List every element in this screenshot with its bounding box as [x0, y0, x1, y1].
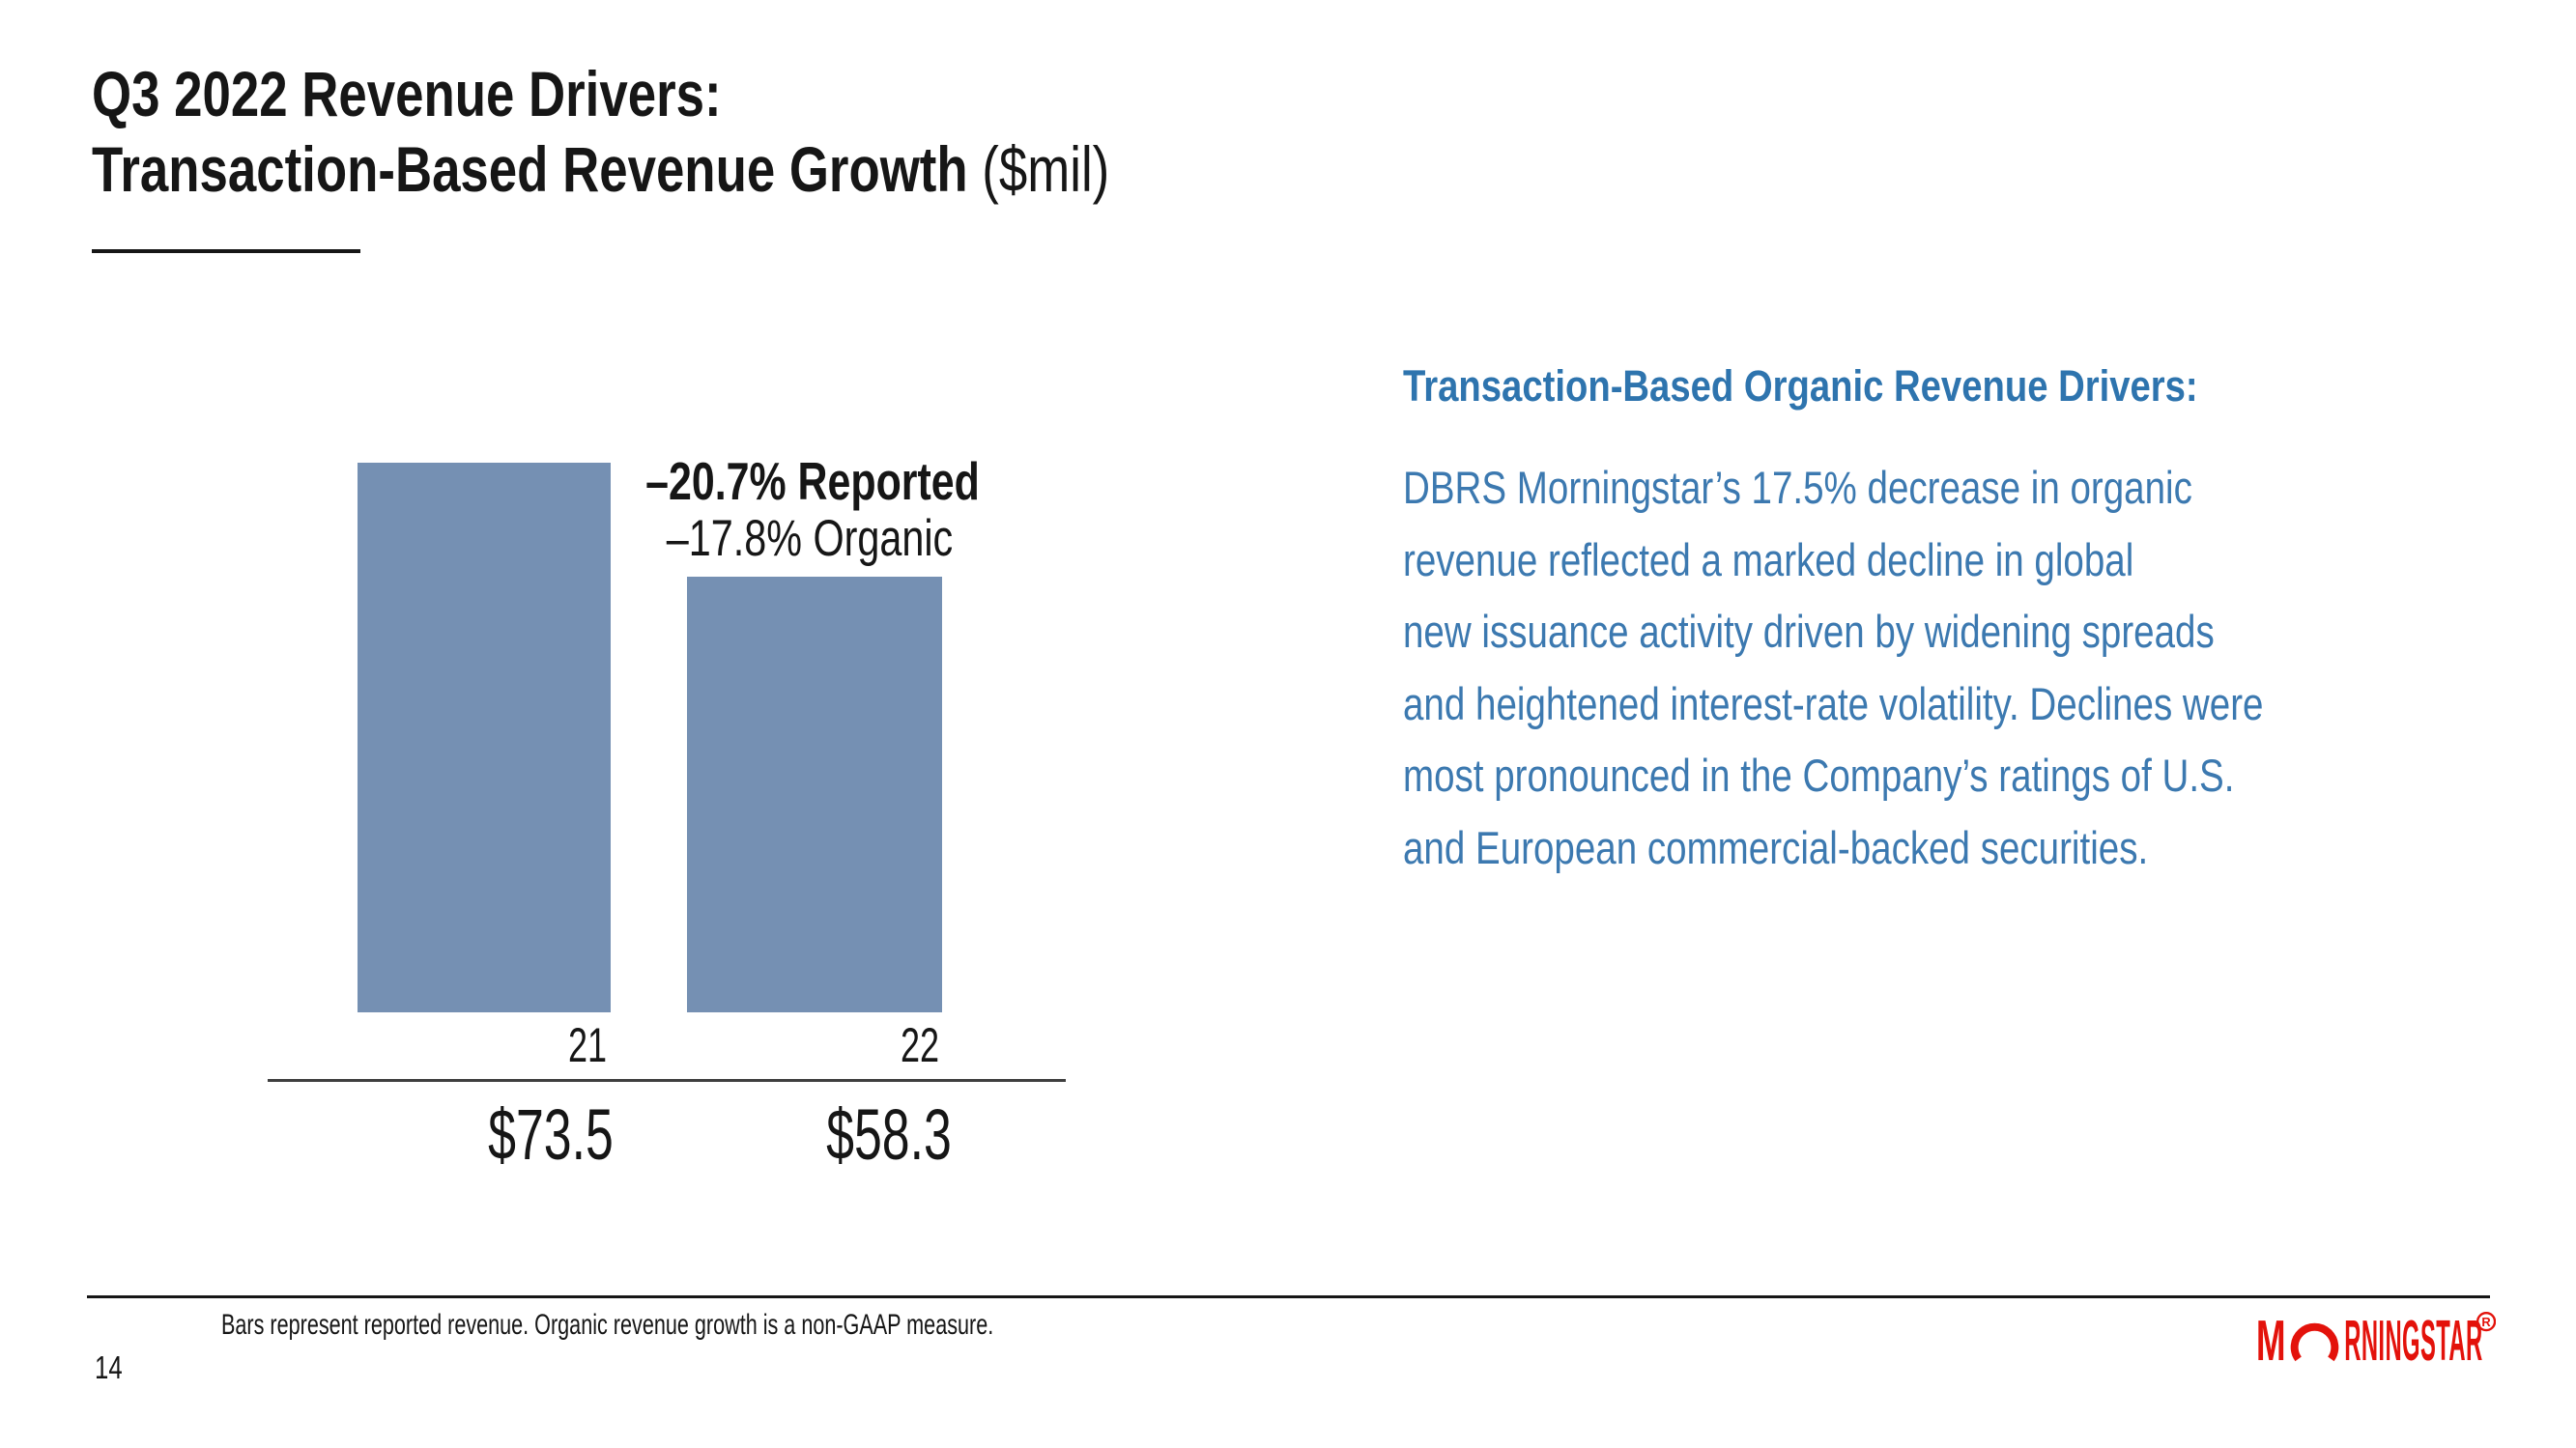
value-label-2022: $58.3 — [826, 1094, 952, 1175]
right-panel-body: DBRS Morningstar’s 17.5% decrease in org… — [1403, 462, 2264, 873]
x-axis-line — [268, 1079, 1066, 1082]
registered-mark-letter: R — [2481, 1315, 2491, 1329]
page-title-line2: Transaction-Based Revenue Growth ($mil) — [92, 131, 1109, 207]
morningstar-logo-svg: M RNINGSTAR R — [2256, 1308, 2497, 1373]
logo-letter-m: M — [2256, 1310, 2286, 1368]
annotation-organic: –17.8% Organic — [666, 510, 954, 567]
page-title-line1: Q3 2022 Revenue Drivers: — [92, 58, 722, 129]
annotation-reported: –20.7% Reported — [645, 451, 980, 511]
bar-2022 — [687, 577, 942, 1012]
morningstar-logo: M RNINGSTAR R — [2254, 1308, 2497, 1373]
footer-rule — [87, 1295, 2490, 1298]
page-title-units: ($mil) — [967, 133, 1110, 205]
bar-2021 — [358, 463, 611, 1012]
page-title-line2-bold: Transaction-Based Revenue Growth — [92, 133, 968, 205]
page-number: 14 — [95, 1349, 123, 1385]
logo-sun-arc-icon — [2290, 1322, 2339, 1362]
value-label-2021: $73.5 — [488, 1094, 614, 1175]
logo-letters-rest: RNINGSTAR — [2344, 1310, 2482, 1368]
x-tick-21: 21 — [567, 1018, 608, 1072]
right-panel-heading: Transaction-Based Organic Revenue Driver… — [1403, 361, 2198, 411]
page-title: Q3 2022 Revenue Drivers: Transaction-Bas… — [92, 56, 1109, 207]
registered-mark-circle — [2476, 1312, 2497, 1332]
title-underline — [92, 249, 360, 253]
footnote: Bars represent reported revenue. Organic… — [221, 1309, 994, 1341]
x-tick-22: 22 — [900, 1018, 940, 1072]
